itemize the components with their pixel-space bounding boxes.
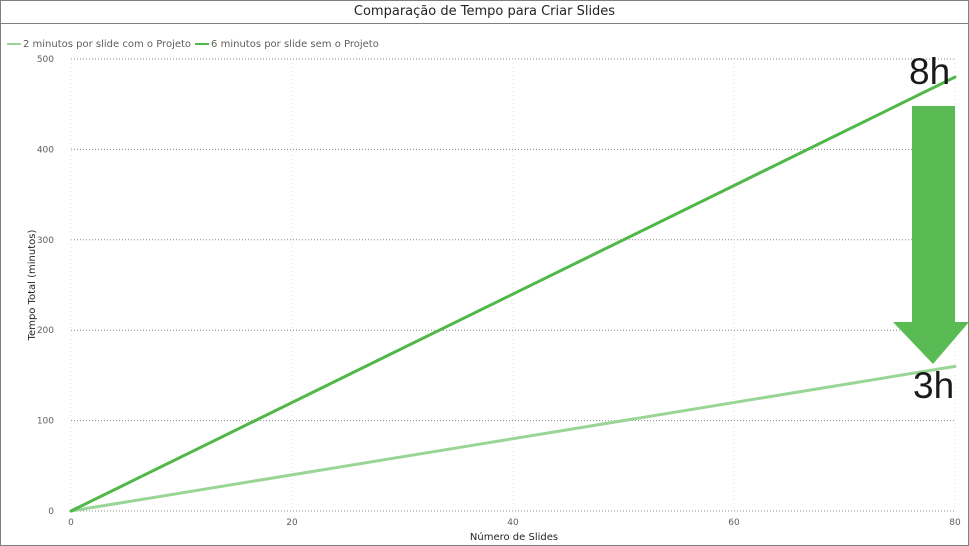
annotation-8h: 8h: [909, 51, 950, 92]
legend-item-series-1[interactable]: 2 minutos por slide com o Projeto: [7, 39, 191, 50]
x-tick-label: 40: [507, 518, 519, 528]
x-tick-label: 0: [68, 518, 74, 528]
y-axis-title: Tempo Total (minutos): [27, 230, 38, 342]
annotation-3h: 3h: [913, 365, 954, 406]
chart-title: Comparação de Tempo para Criar Slides: [1, 1, 968, 24]
legend-label-series-2: 6 minutos por slide sem o Projeto: [211, 38, 379, 50]
series-line-2[interactable]: [69, 75, 957, 513]
legend-label-series-1: 2 minutos por slide com o Projeto: [23, 38, 192, 50]
annotations: 8h 3h: [893, 51, 969, 406]
series-lines: [69, 75, 957, 513]
legend-swatch-series-1: [7, 43, 21, 45]
y-tick-label: 0: [48, 507, 54, 517]
x-tick-label: 80: [949, 518, 961, 528]
down-arrow: [893, 106, 969, 364]
grid-lines: [70, 58, 956, 512]
x-tick-label: 60: [728, 518, 740, 528]
x-axis-title: Número de Slides: [470, 531, 558, 543]
y-tick-label: 500: [37, 55, 54, 65]
axis-ticks: 0 100 200 300 400 500 0 20 40 60 80: [37, 55, 961, 528]
chart-legend: 2 minutos por slide com o Projeto 6 minu…: [7, 37, 383, 51]
y-tick-label: 400: [37, 145, 54, 155]
y-tick-label: 100: [37, 417, 54, 427]
y-tick-label: 200: [37, 326, 54, 336]
legend-item-series-2[interactable]: 6 minutos por slide sem o Projeto: [195, 39, 379, 50]
legend-swatch-series-2: [195, 43, 210, 45]
y-tick-label: 300: [37, 236, 54, 246]
x-tick-label: 20: [286, 518, 298, 528]
series-line-1[interactable]: [69, 364, 957, 513]
